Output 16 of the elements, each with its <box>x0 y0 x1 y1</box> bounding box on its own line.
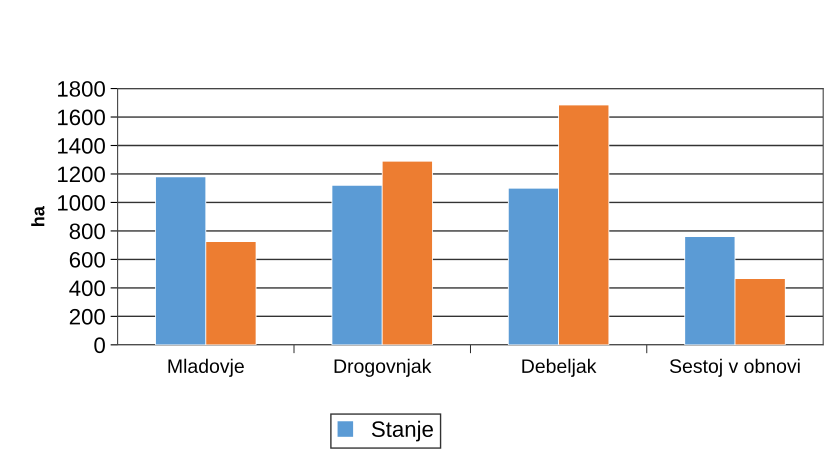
y-tick-label: 1400 <box>58 138 105 154</box>
x-tick-label: Drogovnjak <box>334 358 432 377</box>
y-tick-label: 400 <box>69 280 105 296</box>
y-tick-label: 200 <box>70 308 105 325</box>
y-tick-label: 1200 <box>58 166 105 182</box>
x-tick-label: Debeljak <box>522 358 596 377</box>
x-tick-label: Sestoj v obnovi <box>670 358 800 377</box>
y-tick-label: 0 <box>94 337 105 354</box>
y-tick-label: 1800 <box>58 81 105 97</box>
y-tick-label: 1000 <box>58 194 105 211</box>
x-tick-label: Mladovje <box>168 358 244 377</box>
y-axis-title: ha <box>31 206 44 226</box>
y-tick-label: 600 <box>70 252 105 268</box>
y-tick-label: 1600 <box>58 110 105 126</box>
legend-label: Stanje <box>372 420 433 442</box>
y-tick-label: 800 <box>70 223 105 240</box>
